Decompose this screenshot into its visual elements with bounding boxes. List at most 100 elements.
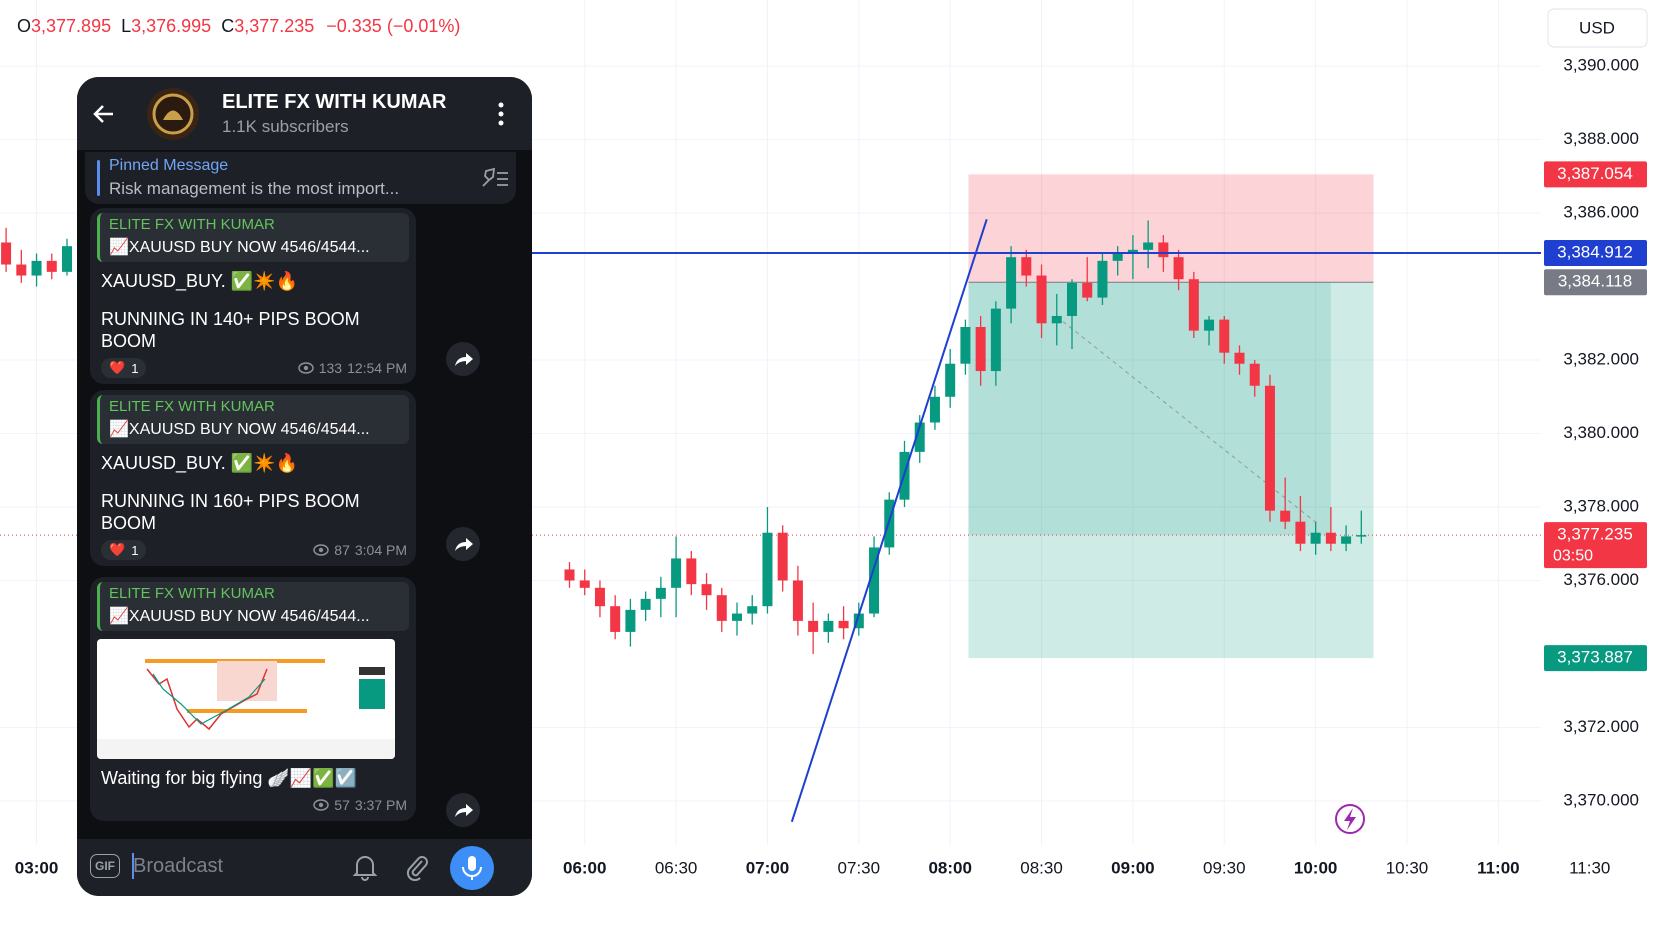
message-input[interactable]: Broadcast (133, 855, 224, 877)
reply-text: 📈XAUUSD BUY NOW 4546/4544... (109, 239, 370, 256)
channel-header: ELITE FX WITH KUMAR 1.1K subscribers (77, 77, 532, 150)
candle-body (640, 598, 651, 610)
forward-button[interactable] (446, 342, 480, 376)
views-icon (313, 544, 330, 556)
reply-preview[interactable]: ELITE FX WITH KUMAR 📈XAUUSD BUY NOW 4546/… (97, 213, 409, 262)
candle-body (792, 580, 803, 621)
back-button[interactable] (91, 101, 117, 127)
candle-body (960, 326, 971, 364)
reply-preview[interactable]: ELITE FX WITH KUMAR 📈XAUUSD BUY NOW 4546/… (97, 395, 409, 444)
candle-body (1067, 282, 1077, 316)
x-tick-label: 07:30 (838, 858, 881, 877)
candle-body (1173, 257, 1184, 280)
forward-button[interactable] (446, 793, 480, 827)
currency: USD (1579, 18, 1615, 37)
candle-body (853, 613, 864, 629)
price-countdown: 03:50 (1553, 547, 1593, 564)
candle-body (16, 264, 27, 276)
candle-body (1188, 279, 1199, 331)
y-tick-label: 3,376.000 (1563, 570, 1639, 589)
candle-body (716, 595, 727, 621)
candle-body (46, 260, 57, 272)
reply-preview[interactable]: ELITE FX WITH KUMAR 📈XAUUSD BUY NOW 4546/… (97, 582, 409, 631)
gif-button[interactable]: GIF (90, 854, 120, 878)
price-tag-label: 3,384.912 (1557, 243, 1633, 262)
pinned-message[interactable]: Pinned Message Risk management is the mo… (85, 152, 516, 204)
x-tick-label: 06:30 (655, 858, 698, 877)
channel-name: ELITE FX WITH KUMAR (222, 91, 447, 113)
thumbnail-chart (97, 659, 395, 759)
message-time: 3:04 PM (354, 542, 407, 558)
y-tick-label: 3,388.000 (1563, 129, 1639, 148)
x-tick-label: 03:00 (15, 858, 58, 877)
image-thumbnail[interactable] (97, 639, 395, 759)
text-cursor (132, 853, 134, 879)
forward-icon (455, 804, 473, 817)
subscriber-count: 1.1K subscribers (222, 117, 349, 136)
attach-button[interactable] (404, 853, 430, 881)
trend-line (790, 219, 988, 823)
candle-body (1341, 536, 1352, 544)
reply-author: ELITE FX WITH KUMAR (109, 585, 275, 602)
candle-body (747, 606, 758, 614)
mute-button[interactable] (352, 853, 378, 881)
currency-box[interactable] (1547, 8, 1648, 48)
price-axis-bg (1541, 0, 1672, 941)
message-time: 3:37 PM (354, 797, 407, 813)
y-tick-label: 3,370.000 (1563, 790, 1639, 809)
candle-body (1325, 532, 1336, 544)
price-tag-label: 3,373.887 (1557, 648, 1633, 667)
pinned-text: Risk management is the most import... (109, 179, 400, 198)
candle-body (1295, 521, 1306, 544)
candle-body (31, 260, 42, 276)
pinned-title: Pinned Message (109, 157, 229, 174)
candle-body (869, 547, 880, 614)
x-tick-label: 11:30 (1569, 858, 1610, 877)
pinned-list-icon[interactable] (480, 166, 510, 190)
reaction[interactable]: ❤️ 1 (101, 358, 147, 378)
candle-body (625, 609, 636, 632)
input-bar: GIF Broadcast (77, 839, 532, 896)
reaction-emoji: ❤️ (109, 360, 126, 375)
views-icon (297, 362, 314, 374)
voice-button[interactable] (449, 845, 495, 891)
x-tick-label: 09:30 (1203, 858, 1246, 877)
price-tag-label: 3,377.235 (1557, 525, 1633, 544)
candle-body (1021, 257, 1032, 276)
candle-body (564, 569, 575, 581)
reply-author: ELITE FX WITH KUMAR (109, 398, 275, 415)
message-text: RUNNING IN 160+ PIPS BOOM BOOM (101, 491, 360, 533)
message-footer: ❤️ 1 133 12:54 PM (101, 358, 407, 378)
candle-body (1, 242, 12, 265)
candle-body (1036, 275, 1047, 324)
candle-body (823, 620, 834, 632)
forward-icon (455, 538, 473, 551)
lightning-button[interactable] (1335, 804, 1365, 834)
candle-body (1204, 319, 1215, 331)
ohlc-value: 3,377.895 (31, 16, 111, 36)
x-tick-label: 11:00 (1477, 858, 1520, 877)
candle-body (1249, 363, 1260, 386)
candle-body (732, 613, 742, 621)
x-tick-label: 10:30 (1386, 858, 1429, 877)
forward-icon (455, 353, 473, 366)
message-text: Waiting for big flying 🪽📈✅☑️ (101, 768, 358, 788)
price-tag (1544, 240, 1647, 267)
message-footer: ❤️ 1 87 3:04 PM (101, 540, 407, 560)
candle-body (777, 532, 788, 581)
reply-author: ELITE FX WITH KUMAR (109, 216, 275, 233)
menu-button[interactable] (495, 101, 507, 127)
message-bubble: ELITE FX WITH KUMAR 📈XAUUSD BUY NOW 4546/… (90, 577, 416, 821)
reaction[interactable]: ❤️ 1 (101, 540, 147, 560)
candle-body (701, 584, 712, 596)
forward-button[interactable] (446, 527, 480, 561)
profit-fill (968, 282, 1331, 536)
candle-body (671, 558, 682, 588)
y-tick-label: 3,390.000 (1563, 56, 1639, 75)
candle-body (762, 532, 773, 607)
price-tag (1544, 645, 1647, 672)
message-meta: 57 3:37 PM (313, 797, 407, 813)
message-footer: 57 3:37 PM (101, 795, 407, 815)
candle-body (610, 606, 621, 632)
